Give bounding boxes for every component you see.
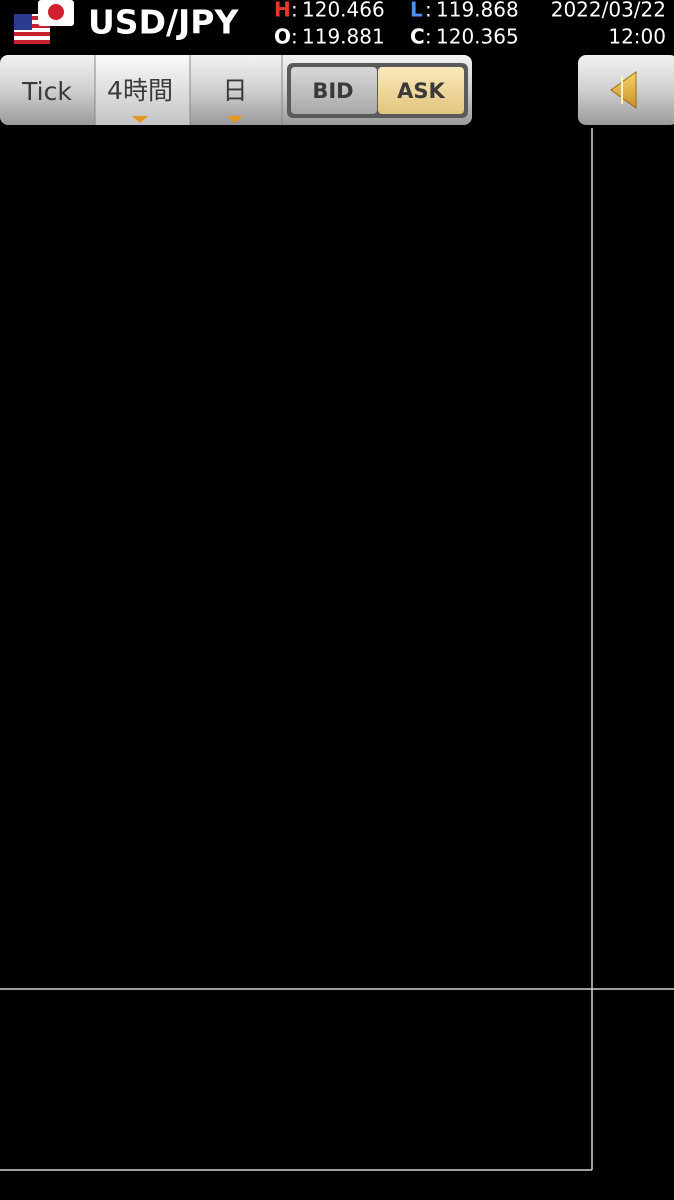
ask-bg bbox=[378, 67, 464, 114]
open-label: O bbox=[274, 25, 291, 49]
menu-indicator bbox=[132, 116, 148, 123]
separator: : bbox=[425, 25, 432, 49]
high-value: 120.466 bbox=[302, 0, 385, 22]
currency-flag bbox=[14, 0, 74, 44]
separator: : bbox=[425, 0, 432, 22]
open-value: 119.881 bbox=[302, 25, 385, 49]
button-selected-bg bbox=[95, 55, 190, 125]
day-button[interactable]: 日 bbox=[222, 76, 247, 105]
bid-bg bbox=[291, 67, 377, 114]
tick-button[interactable]: Tick bbox=[21, 77, 72, 106]
separator: : bbox=[291, 0, 298, 22]
date: 2022/03/22 bbox=[551, 0, 666, 22]
close-value: 120.365 bbox=[436, 25, 519, 49]
bid-button[interactable]: BID bbox=[312, 79, 353, 103]
close-label: C bbox=[410, 25, 425, 49]
ask-button[interactable]: ASK bbox=[397, 79, 445, 103]
time: 12:00 bbox=[608, 25, 666, 49]
high-label: H bbox=[274, 0, 291, 22]
currency-pair: USD/JPY bbox=[88, 3, 239, 42]
low-label: L bbox=[410, 0, 423, 22]
panel-arrow bbox=[610, 71, 637, 109]
separator: : bbox=[291, 25, 298, 49]
menu-indicator bbox=[227, 116, 243, 123]
4h-button[interactable]: 4時間 bbox=[107, 76, 173, 105]
low-value: 119.868 bbox=[436, 0, 519, 22]
